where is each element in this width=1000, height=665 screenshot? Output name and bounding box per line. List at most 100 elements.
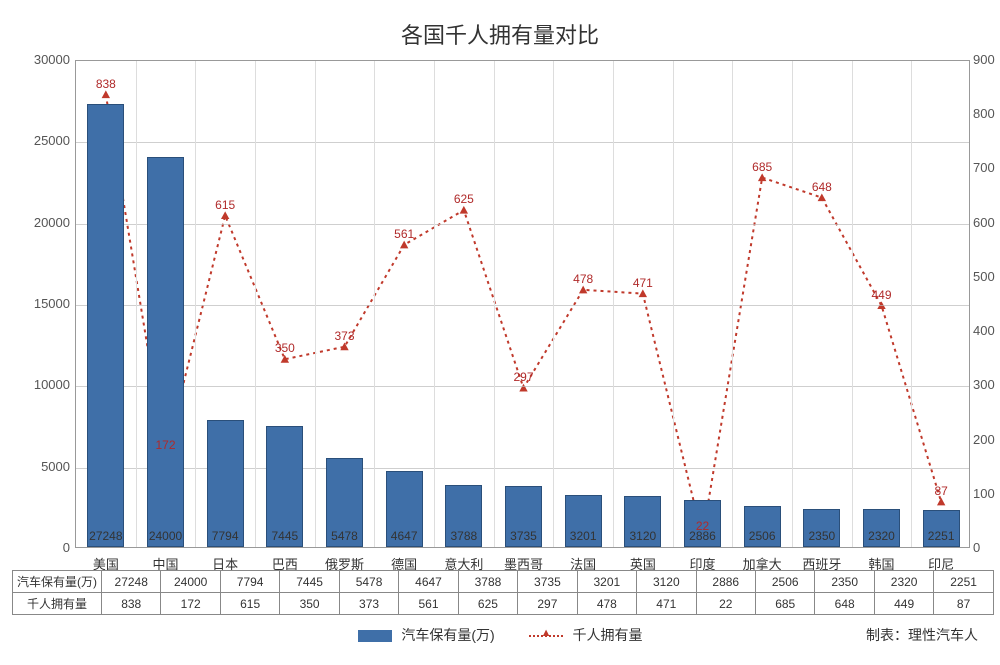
line-value-label: 648 xyxy=(800,180,844,194)
chart-title: 各国千人拥有量对比 xyxy=(0,18,1000,50)
line-value-label: 471 xyxy=(621,276,665,290)
ytick-left: 20000 xyxy=(15,215,70,230)
table-row-header: 汽车保有量(万) xyxy=(13,571,102,593)
table-cell: 24000 xyxy=(161,571,220,593)
bar-value-label: 7794 xyxy=(197,529,253,543)
gridline xyxy=(76,386,969,387)
bar-value-label: 3120 xyxy=(615,529,671,543)
table-cell: 3735 xyxy=(518,571,577,593)
bar-value-label: 2251 xyxy=(913,529,969,543)
ytick-left: 25000 xyxy=(15,133,70,148)
ytick-left: 15000 xyxy=(15,296,70,311)
table-cell: 3201 xyxy=(577,571,636,593)
table-cell: 5478 xyxy=(339,571,398,593)
table-cell: 3120 xyxy=(637,571,696,593)
ytick-left: 0 xyxy=(15,540,70,555)
table-cell: 2886 xyxy=(696,571,755,593)
category-divider xyxy=(553,61,554,547)
category-divider xyxy=(434,61,435,547)
table-row-header: 千人拥有量 xyxy=(13,593,102,615)
table-cell: 172 xyxy=(161,593,220,615)
table-cell: 561 xyxy=(399,593,458,615)
bar-value-label: 24000 xyxy=(138,529,194,543)
category-divider xyxy=(852,61,853,547)
category-divider xyxy=(911,61,912,547)
table-cell: 625 xyxy=(458,593,517,615)
table-cell: 478 xyxy=(577,593,636,615)
table-row: 千人拥有量83817261535037356162529747847122685… xyxy=(13,593,994,615)
line-value-label: 350 xyxy=(263,341,307,355)
line-value-label: 615 xyxy=(203,198,247,212)
table-cell: 4647 xyxy=(399,571,458,593)
table-cell: 3788 xyxy=(458,571,517,593)
table-cell: 350 xyxy=(280,593,339,615)
line-value-label: 297 xyxy=(502,370,546,384)
bar-value-label: 3735 xyxy=(496,529,552,543)
table-cell: 373 xyxy=(339,593,398,615)
table-cell: 648 xyxy=(815,593,874,615)
chart-plot-area: 27248美国83824000中国1727794日本6157445巴西35054… xyxy=(75,60,970,548)
legend-bar-swatch xyxy=(358,630,392,642)
bar-value-label: 3201 xyxy=(555,529,611,543)
ytick-right: 700 xyxy=(973,160,1000,175)
line-value-label: 625 xyxy=(442,192,486,206)
gridline xyxy=(76,305,969,306)
gridline xyxy=(76,142,969,143)
ytick-right: 900 xyxy=(973,52,1000,67)
table-cell: 7794 xyxy=(220,571,279,593)
line-value-label: 478 xyxy=(561,272,605,286)
ytick-right: 600 xyxy=(973,215,1000,230)
table-cell: 87 xyxy=(934,593,993,615)
bar-value-label: 3788 xyxy=(436,529,492,543)
table-cell: 27248 xyxy=(102,571,161,593)
table-row: 汽车保有量(万)27248240007794744554784647378837… xyxy=(13,571,994,593)
table-cell: 297 xyxy=(518,593,577,615)
bar-value-label: 2320 xyxy=(854,529,910,543)
line-value-label: 685 xyxy=(740,160,784,174)
line-value-label: 22 xyxy=(681,519,725,533)
ytick-right: 100 xyxy=(973,486,1000,501)
bar-value-label: 5478 xyxy=(317,529,373,543)
bar xyxy=(147,157,184,547)
table-cell: 615 xyxy=(220,593,279,615)
table-cell: 2350 xyxy=(815,571,874,593)
table-cell: 471 xyxy=(637,593,696,615)
category-divider xyxy=(732,61,733,547)
bar-value-label: 2506 xyxy=(734,529,790,543)
category-divider xyxy=(792,61,793,547)
ytick-right: 200 xyxy=(973,432,1000,447)
category-divider xyxy=(315,61,316,547)
category-divider xyxy=(136,61,137,547)
line-value-label: 373 xyxy=(323,329,367,343)
ytick-left: 30000 xyxy=(15,52,70,67)
ytick-right: 0 xyxy=(973,540,1000,555)
table-cell: 2506 xyxy=(755,571,814,593)
credit-text: 制表：理性汽车人 xyxy=(866,625,978,645)
legend: 汽车保有量(万) 千人拥有量 xyxy=(0,625,1000,645)
line-value-label: 838 xyxy=(84,77,128,91)
table-cell: 22 xyxy=(696,593,755,615)
table-cell: 2320 xyxy=(874,571,933,593)
category-divider xyxy=(494,61,495,547)
table-cell: 2251 xyxy=(934,571,993,593)
ytick-right: 500 xyxy=(973,269,1000,284)
ytick-left: 10000 xyxy=(15,377,70,392)
line-value-label: 449 xyxy=(860,288,904,302)
category-divider xyxy=(613,61,614,547)
legend-bar-label: 汽车保有量(万) xyxy=(401,627,494,643)
bar-value-label: 4647 xyxy=(376,529,432,543)
legend-line-swatch xyxy=(529,630,563,642)
bar xyxy=(87,104,124,547)
bar-value-label: 27248 xyxy=(78,529,134,543)
category-divider xyxy=(374,61,375,547)
table-cell: 838 xyxy=(102,593,161,615)
legend-line-label: 千人拥有量 xyxy=(573,627,643,643)
ytick-right: 400 xyxy=(973,323,1000,338)
table-cell: 685 xyxy=(755,593,814,615)
category-divider xyxy=(255,61,256,547)
ytick-left: 5000 xyxy=(15,459,70,474)
bar-value-label: 7445 xyxy=(257,529,313,543)
table-cell: 449 xyxy=(874,593,933,615)
ytick-right: 300 xyxy=(973,377,1000,392)
bar-value-label: 2350 xyxy=(794,529,850,543)
